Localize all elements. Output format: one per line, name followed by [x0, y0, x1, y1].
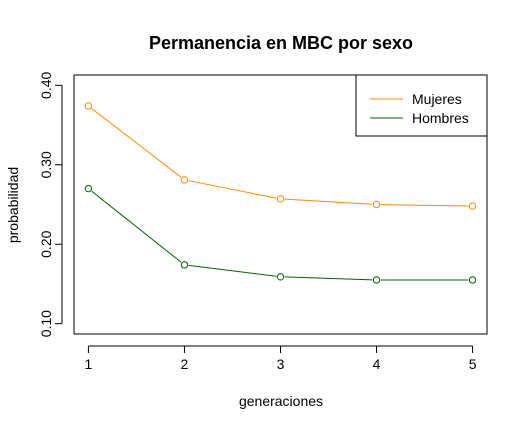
data-point: [84, 184, 93, 193]
data-point: [468, 202, 477, 210]
series-line-segment: [91, 190, 182, 263]
series-layer: [84, 102, 477, 284]
legend-label: Hombres: [412, 110, 469, 126]
x-tick-label: 1: [85, 356, 93, 372]
series-line-segment: [91, 108, 182, 178]
data-point: [372, 200, 381, 209]
x-axis: 1 2 3 4 5: [85, 345, 477, 372]
x-tick-label: 5: [469, 356, 477, 372]
y-tick-label: 0.10: [38, 310, 54, 337]
chart-title: Permanencia en MBC por sexo: [149, 33, 413, 53]
y-tick-label: 0.40: [38, 71, 54, 98]
data-point: [84, 102, 93, 110]
x-tick-label: 3: [277, 356, 285, 372]
y-tick-label: 0.30: [38, 151, 54, 178]
plot-frame: [73, 74, 488, 335]
data-point: [468, 276, 477, 284]
y-tick-label: 0.20: [38, 230, 54, 257]
series-line-segment: [284, 198, 373, 205]
series-line-segment: [380, 204, 469, 207]
data-point: [180, 261, 189, 269]
legend-label: Mujeres: [412, 91, 462, 107]
y-axis: 0.10 0.20 0.30 0.40: [38, 71, 63, 337]
y-axis-label: probabilidad: [5, 167, 21, 243]
series-hombres: [84, 184, 477, 284]
x-tick-label: 2: [181, 356, 189, 372]
data-point: [372, 276, 381, 284]
series-line-segment: [188, 180, 277, 199]
series-line-segment: [188, 264, 277, 277]
data-point: [276, 273, 285, 281]
x-tick-label: 4: [373, 356, 381, 372]
legend-box: [355, 74, 488, 137]
data-point: [276, 195, 285, 203]
series-mujeres: [84, 102, 477, 210]
series-line-segment: [284, 276, 373, 281]
data-point: [180, 176, 189, 184]
legend: Mujeres Hombres: [355, 74, 488, 137]
x-axis-label: generaciones: [239, 393, 323, 409]
